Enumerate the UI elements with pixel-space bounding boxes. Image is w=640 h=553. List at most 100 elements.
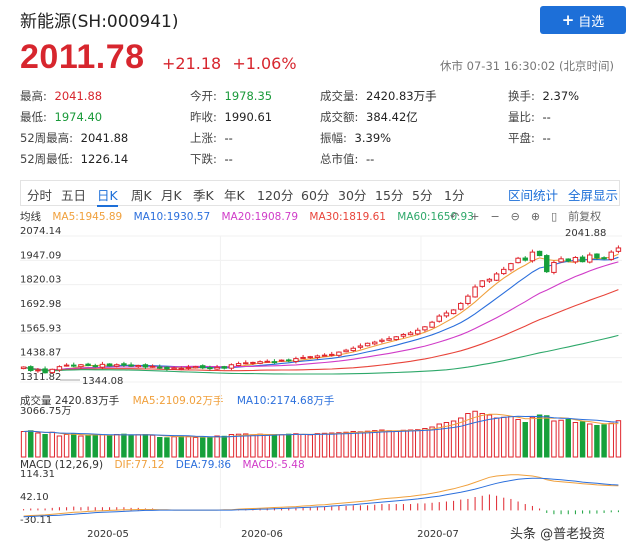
tab-12[interactable]: 1分 — [444, 188, 465, 203]
ma-title: 均线 — [20, 211, 41, 223]
add-to-watchlist-button[interactable]: + 自选 — [540, 6, 626, 34]
tab-9[interactable]: 30分 — [338, 188, 367, 203]
volume-bar — [92, 434, 98, 458]
zoom-out-icon[interactable]: − — [490, 210, 500, 223]
stat-item: 成交额: 384.42亿 — [320, 109, 418, 125]
stat-item: 平盘: -- — [508, 130, 551, 146]
tab-3[interactable]: 周K — [131, 188, 152, 203]
stat-value: 2.37% — [538, 89, 580, 103]
stat-item: 昨收: 1990.61 — [190, 109, 272, 125]
volume-bar — [35, 432, 41, 458]
candle-body — [472, 286, 478, 298]
plus-circle-icon[interactable]: ⊕ — [530, 210, 541, 223]
candle-body — [56, 366, 63, 371]
candle-body — [429, 321, 435, 328]
tab-8[interactable]: 60分 — [301, 188, 330, 203]
ma60-label: MA60:1650.93 — [397, 211, 474, 223]
volume-bar — [522, 422, 528, 458]
volume-bar — [601, 424, 607, 458]
tab-2[interactable]: 日K — [97, 185, 118, 207]
tab-11[interactable]: 5分 — [412, 188, 433, 203]
volume-bar — [393, 431, 399, 458]
tab-5[interactable]: 季K — [193, 188, 214, 203]
volume-bar — [565, 419, 571, 458]
adjust-label[interactable]: 前复权 — [568, 210, 602, 223]
candle-body — [393, 336, 399, 340]
volume-bar — [350, 431, 356, 458]
volume-bar — [243, 433, 249, 458]
volume-bar — [407, 429, 414, 458]
tab-6[interactable]: 年K — [224, 188, 245, 203]
price-axis-label: 1438.87 — [20, 348, 61, 359]
candle-body — [192, 366, 199, 369]
volume-bar — [372, 430, 378, 458]
bar-icon[interactable]: ▯ — [551, 210, 558, 223]
macd-value-label: MACD:-5.48 — [242, 459, 305, 471]
fullscreen-link[interactable]: 全屏显示 — [568, 188, 619, 203]
candle-body — [458, 302, 464, 310]
volume-bar — [572, 422, 579, 458]
minus-circle-icon[interactable]: ⊖ — [510, 210, 520, 223]
volume-bar — [293, 433, 299, 458]
candle-body — [329, 353, 335, 356]
candle-body — [407, 332, 414, 336]
undo-icon[interactable]: ↶ — [450, 210, 460, 223]
volume-title: 成交量 2420.83万手 — [20, 395, 120, 407]
candle-body — [49, 368, 55, 374]
candle-body — [579, 256, 586, 263]
volume-bar — [465, 413, 471, 458]
candle-body — [264, 360, 270, 363]
candle-body — [78, 364, 84, 368]
tab-0[interactable]: 分时 — [27, 188, 53, 203]
candle-body — [92, 365, 98, 368]
tab-10[interactable]: 15分 — [375, 188, 404, 203]
volume-bar — [228, 434, 235, 458]
volume-bar — [529, 416, 536, 458]
macd-dea-line — [23, 477, 619, 518]
volume-bar — [56, 435, 63, 458]
stat-value: 3.39% — [350, 131, 392, 145]
ma10-label: MA10:1930.57 — [133, 211, 211, 223]
range-stats-link[interactable]: 区间统计 — [508, 188, 559, 203]
volume-bar — [400, 429, 407, 458]
add-button-label: 自选 — [578, 14, 605, 30]
candle-body — [142, 364, 149, 368]
candle-body — [565, 258, 571, 262]
zoom-in-icon[interactable]: + — [470, 210, 480, 223]
candle-body — [594, 253, 600, 259]
candle-body — [28, 366, 34, 371]
tab-4[interactable]: 月K — [161, 188, 182, 203]
tab-7[interactable]: 120分 — [257, 188, 294, 203]
candle-body — [207, 367, 213, 370]
stat-label: 振幅: — [320, 131, 347, 145]
volume-bar — [71, 433, 77, 458]
volume-bar — [336, 432, 342, 458]
volume-bar — [142, 434, 149, 458]
volume-bar — [192, 437, 199, 458]
stat-label: 今开: — [190, 89, 217, 103]
candle-body — [228, 364, 235, 369]
volume-bar — [221, 435, 227, 458]
x-axis-label: 2020-05 — [87, 529, 129, 540]
stat-label: 最低: — [20, 110, 47, 124]
candle-body — [493, 273, 500, 281]
stat-item: 成交量: 2420.83万手 — [320, 88, 437, 104]
period-tabs: 分时 五日 日K 周K 月K 季K 年K 120分 60分 30分 15分 5分 1分 区间统计 全屏显示 — [20, 180, 620, 207]
stat-label: 52周最高: — [20, 131, 74, 145]
stock-chart[interactable]: 2074.14 1947.09 1820.03 1692.98 1565.93 1438.… — [0, 224, 640, 553]
candle-body — [293, 358, 299, 362]
volume-bar — [307, 434, 313, 458]
min-price-label: 1344.08 — [82, 376, 123, 387]
candle-body — [171, 367, 177, 370]
candle-body — [544, 255, 550, 273]
candle-body — [422, 326, 428, 331]
candle-body — [558, 258, 564, 263]
tab-1[interactable]: 五日 — [61, 188, 87, 203]
price-axis-label: 1565.93 — [20, 323, 61, 334]
volume-bar — [321, 432, 328, 458]
volume-bar — [515, 419, 521, 458]
ma10-line — [23, 256, 619, 371]
volume-bar — [99, 434, 106, 458]
candle-body — [278, 359, 285, 362]
candle-body — [350, 347, 356, 352]
